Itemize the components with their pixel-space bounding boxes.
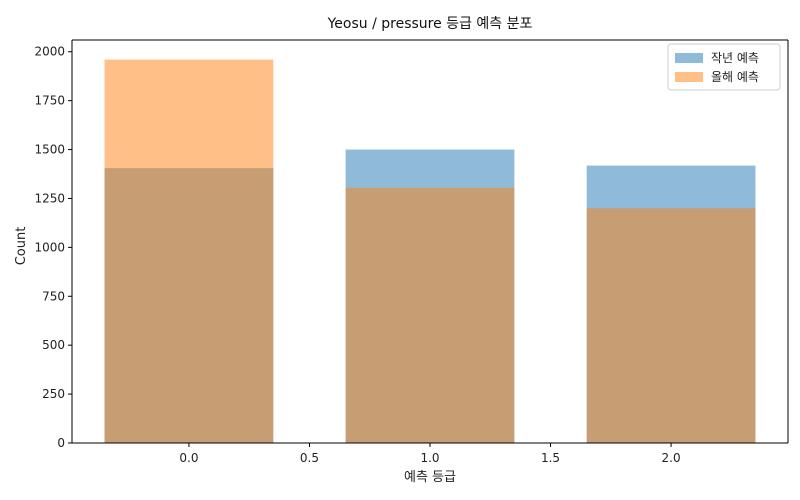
bars-layer: [104, 59, 756, 443]
legend-swatch-series-2: [675, 72, 703, 82]
y-axis-label: Count: [14, 227, 29, 266]
y-tick-label: 1250: [34, 191, 65, 205]
legend-swatch-series-1: [675, 53, 703, 63]
y-tick-label: 1500: [34, 143, 65, 157]
bar-series-2-cat-0: [104, 59, 274, 443]
x-axis-label: 예측 등급: [404, 470, 456, 485]
bar-series-2-cat-2: [586, 208, 756, 443]
x-tick-label: 1.0: [420, 451, 439, 465]
y-tick-label: 2000: [34, 45, 65, 59]
y-tick-label: 500: [42, 338, 65, 352]
chart-title: Yeosu / pressure 등급 예측 분포: [327, 16, 533, 32]
legend-label-series-1: 작년 예측: [711, 51, 759, 65]
legend-label-series-2: 올해 예측: [711, 70, 759, 84]
y-tick-label: 1750: [34, 94, 65, 108]
x-tick-label: 0.5: [300, 451, 319, 465]
bar-series-2-cat-1: [345, 187, 515, 443]
x-tick-label: 2.0: [662, 451, 681, 465]
axes-layer: 0 250 500 750 1000 1250 1500 1750 2000 0.0 0.5 1.0 1…: [34, 39, 789, 465]
x-tick-label: 0.0: [179, 451, 198, 465]
y-tick-label: 1000: [34, 240, 65, 254]
y-tick-label: 0: [57, 436, 65, 450]
y-tick-label: 750: [42, 289, 65, 303]
y-tick-label: 250: [42, 387, 65, 401]
x-tick-label: 1.5: [541, 451, 560, 465]
